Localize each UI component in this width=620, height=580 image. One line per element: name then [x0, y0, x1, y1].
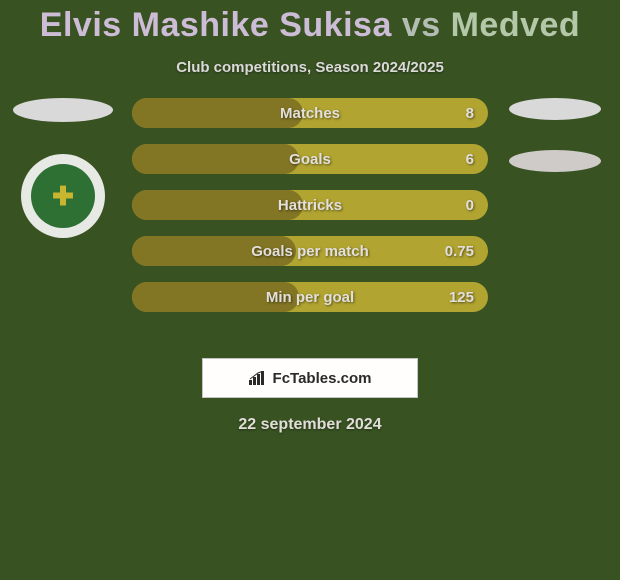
title-player1: Elvis Mashike Sukisa: [40, 6, 392, 44]
title-player2: Medved: [451, 6, 581, 44]
player2-club-placeholder: [509, 150, 601, 172]
page-title: Elvis Mashike Sukisa vs Medved: [0, 0, 620, 45]
logo-text: FcTables.com: [273, 370, 372, 387]
chart-bars-icon: [249, 371, 267, 385]
player2-column: [500, 98, 610, 172]
player2-photo-placeholder: [509, 98, 601, 120]
stat-value: 6: [466, 151, 474, 168]
club-badge-cross-icon: ✚: [52, 183, 74, 209]
subtitle: Club competitions, Season 2024/2025: [0, 59, 620, 76]
club-badge-inner: ✚: [31, 164, 95, 228]
stat-bars: Matches 8 Goals 6 Hattricks 0 Goals per …: [132, 98, 488, 312]
stat-value: 0.75: [445, 243, 474, 260]
title-vs: vs: [402, 6, 441, 44]
stat-label: Goals: [132, 151, 488, 168]
comparison-panel: ✚ Matches 8 Goals 6 Hattricks 0 Goals pe…: [0, 98, 620, 338]
stat-label: Goals per match: [132, 243, 488, 260]
stat-label: Min per goal: [132, 289, 488, 306]
stat-label: Matches: [132, 105, 488, 122]
stat-bar-goals-per-match: Goals per match 0.75: [132, 236, 488, 266]
stat-bar-goals: Goals 6: [132, 144, 488, 174]
stat-bar-matches: Matches 8: [132, 98, 488, 128]
stat-value: 0: [466, 197, 474, 214]
player1-column: ✚: [8, 98, 118, 238]
stat-value: 125: [449, 289, 474, 306]
player1-photo-placeholder: [13, 98, 113, 122]
player1-club-badge: ✚: [21, 154, 105, 238]
source-logo: FcTables.com: [202, 358, 418, 398]
stat-bar-min-per-goal: Min per goal 125: [132, 282, 488, 312]
stat-bar-hattricks: Hattricks 0: [132, 190, 488, 220]
snapshot-date: 22 september 2024: [0, 416, 620, 434]
stat-label: Hattricks: [132, 197, 488, 214]
stat-value: 8: [466, 105, 474, 122]
